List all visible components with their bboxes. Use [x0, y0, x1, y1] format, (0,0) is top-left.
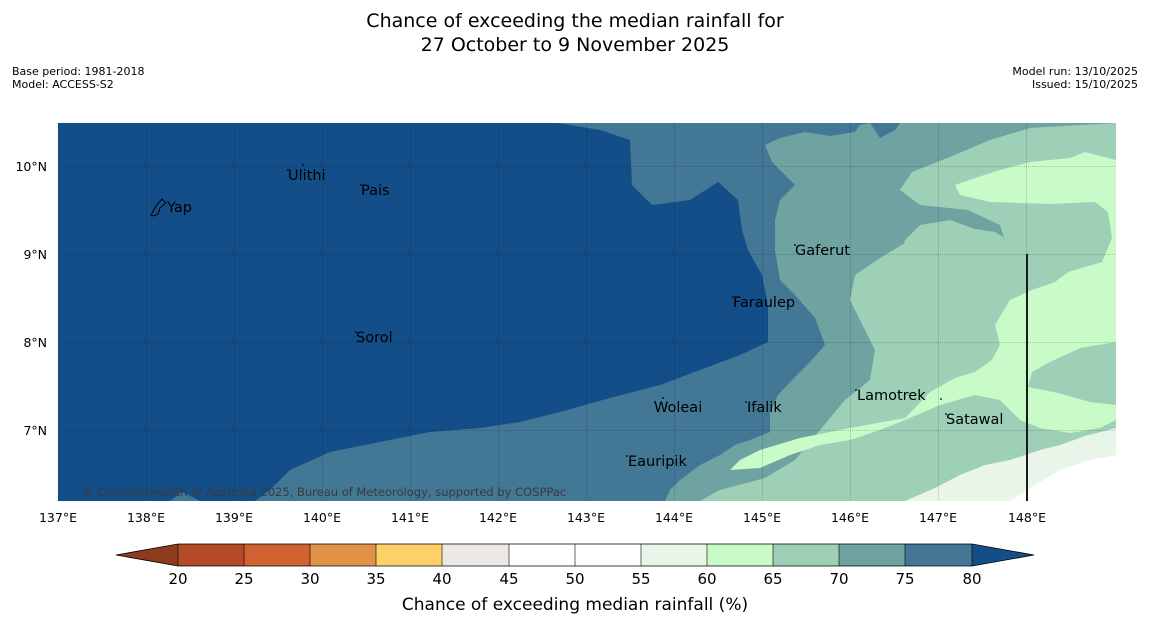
lon-tick: 147°E — [919, 510, 957, 525]
place-eauripik: Eauripik — [628, 454, 687, 470]
colorbar-tick: 45 — [499, 570, 518, 588]
band-65-70-island — [1028, 342, 1116, 405]
lon-tick: 145°E — [743, 510, 781, 525]
lat-axis: 10°N 9°N 8°N 7°N — [15, 159, 47, 438]
lon-tick: 142°E — [479, 510, 517, 525]
colorbar-extend-low — [116, 544, 178, 566]
place-labels: Ulithi Pais Yap Gaferut Faraulep Sorol L… — [166, 168, 1003, 470]
lat-tick: 9°N — [23, 247, 47, 262]
place-gaferut: Gaferut — [795, 243, 850, 259]
place-sorol: Sorol — [356, 330, 393, 346]
title-line-2: 27 October to 9 November 2025 — [420, 34, 730, 56]
colorbar-segment-20-25 — [178, 544, 244, 566]
colorbar-tick: 30 — [300, 570, 319, 588]
lat-tick: 10°N — [15, 159, 47, 174]
place-pais: Pais — [361, 183, 390, 199]
colorbar-segment-55-60 — [641, 544, 707, 566]
colorbar-tick: 55 — [631, 570, 650, 588]
lon-tick: 140°E — [303, 510, 341, 525]
band-50-55 — [1010, 455, 1116, 501]
colorbar-tick: 70 — [829, 570, 848, 588]
place-woleai: Woleai — [654, 400, 702, 416]
lon-tick: 141°E — [391, 510, 429, 525]
copyright-notice: © Commonwealth of Australia 2025, Bureau… — [82, 485, 566, 499]
colorbar-segment-25-30 — [244, 544, 310, 566]
place-lamotrek: Lamotrek — [857, 388, 926, 404]
band-60-65 — [730, 152, 1116, 470]
colorbar-segment-65-70 — [773, 544, 839, 566]
colorbar-segment-45-50 — [509, 544, 575, 566]
colorbar-segment-35-40 — [376, 544, 442, 566]
lon-tick: 137°E — [39, 510, 77, 525]
colorbar-segment-30-35 — [310, 544, 376, 566]
lon-tick: 138°E — [127, 510, 165, 525]
colorbar-segment-60-65 — [707, 544, 773, 566]
lat-tick: 7°N — [23, 423, 47, 438]
lon-tick: 144°E — [655, 510, 693, 525]
chart-title: Chance of exceeding the median rainfall … — [0, 9, 1150, 57]
colorbar-label: Chance of exceeding median rainfall (%) — [402, 595, 748, 615]
place-yap: Yap — [166, 200, 192, 216]
colorbar-tick: 40 — [432, 570, 451, 588]
colorbar-extend-high — [972, 544, 1034, 566]
place-ulithi: Ulithi — [288, 168, 326, 184]
lon-tick: 146°E — [831, 510, 869, 525]
lat-tick: 8°N — [23, 335, 47, 350]
colorbar-tick: 75 — [895, 570, 914, 588]
model-name: Model: ACCESS-S2 — [12, 78, 114, 91]
meta-right: Model run: 13/10/2025 Issued: 15/10/2025 — [1012, 65, 1138, 91]
colorbar-tick: 35 — [366, 570, 385, 588]
place-faraulep: Faraulep — [733, 295, 795, 311]
lon-axis: 137°E 138°E 139°E 140°E 141°E 142°E 143°… — [39, 510, 1046, 525]
colorbar: 20 25 30 35 40 45 50 55 60 65 70 75 80 C… — [115, 543, 1035, 615]
band-above-80 — [58, 123, 768, 501]
lon-tick: 148°E — [1008, 510, 1046, 525]
colorbar-tick: 50 — [565, 570, 584, 588]
colorbar-tick: 25 — [234, 570, 253, 588]
colorbar-tick: 60 — [697, 570, 716, 588]
colorbar-segment-50-55 — [575, 544, 641, 566]
lon-tick: 143°E — [567, 510, 605, 525]
probability-field — [58, 123, 1116, 501]
colorbar-segment-40-45 — [442, 544, 509, 566]
colorbar-segment-70-75 — [839, 544, 905, 566]
island-dots — [287, 164, 947, 457]
colorbar-tick: 65 — [763, 570, 782, 588]
colorbar-dividers — [177, 544, 973, 566]
place-ifalik: Ifalik — [747, 400, 782, 416]
model-run: Model run: 13/10/2025 — [1012, 65, 1138, 78]
yap-island-shape — [150, 198, 167, 217]
colorbar-tick: 20 — [168, 570, 187, 588]
lon-tick: 139°E — [215, 510, 253, 525]
band-60-65-edge — [1112, 255, 1116, 300]
meta-left: Base period: 1981-2018 Model: ACCESS-S2 — [12, 65, 144, 91]
issued-date: Issued: 15/10/2025 — [1031, 78, 1138, 91]
colorbar-segment-75-80 — [905, 544, 972, 566]
base-period: Base period: 1981-2018 — [12, 65, 145, 78]
title-line-1: Chance of exceeding the median rainfall … — [366, 10, 784, 32]
place-satawal: Satawal — [946, 412, 1003, 428]
colorbar-tick: 80 — [962, 570, 981, 588]
